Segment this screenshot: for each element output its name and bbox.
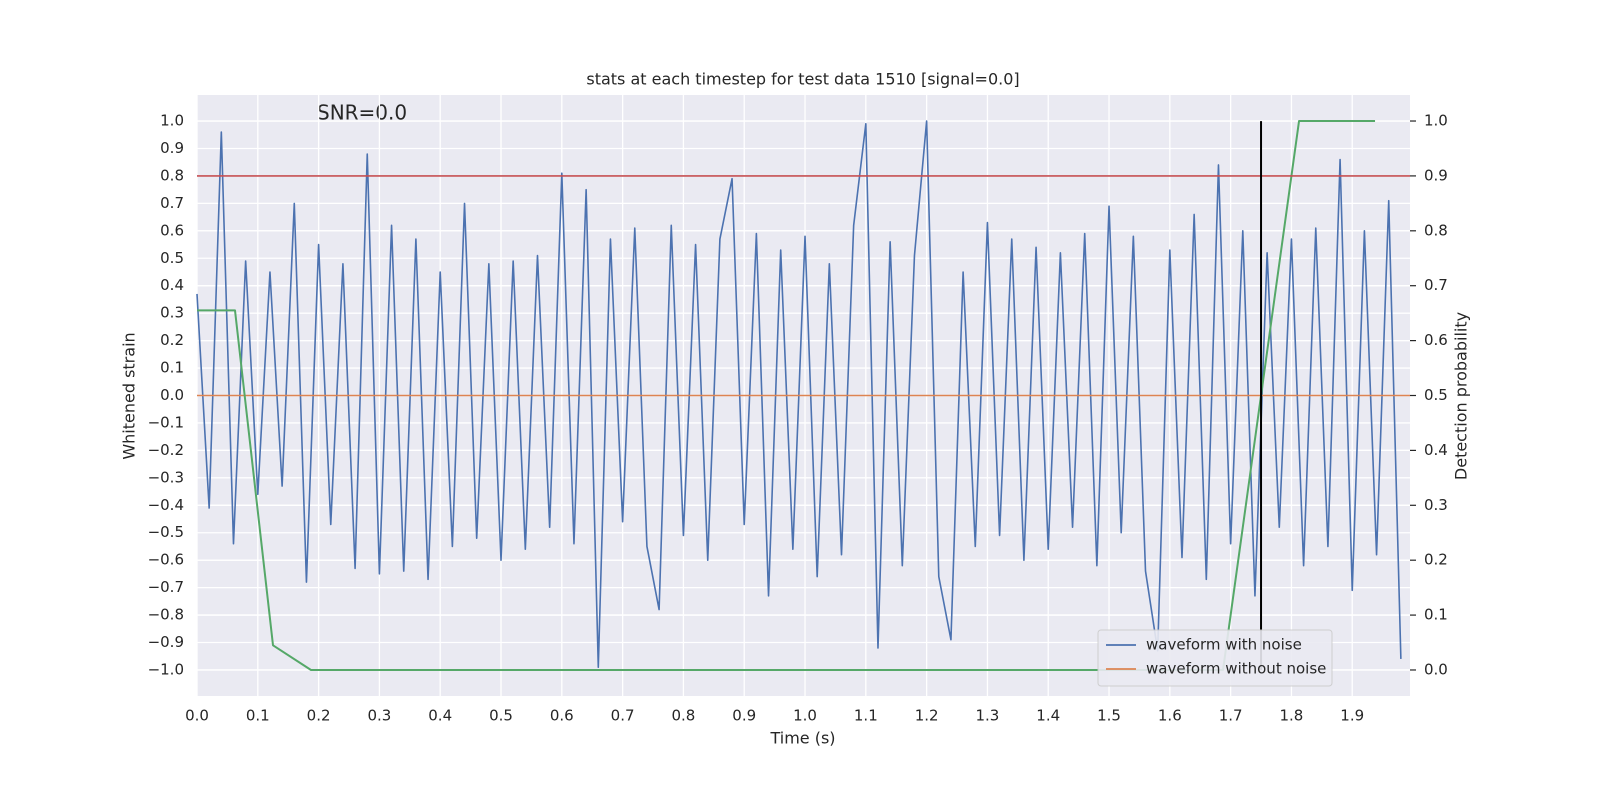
y2-tick-label: 0.6	[1424, 331, 1448, 349]
x-tick-label: 1.7	[1219, 707, 1243, 725]
x-tick-label: 0.7	[611, 707, 635, 725]
legend-label: waveform with noise	[1146, 636, 1302, 654]
x-tick-label: 0.1	[246, 707, 270, 725]
x-tick-label: 1.0	[793, 707, 817, 725]
y2-tick-label: 1.0	[1424, 112, 1448, 130]
series-line	[197, 120, 1376, 671]
y-tick-label: 0.7	[160, 194, 184, 212]
y2-tick-label: 0.1	[1424, 606, 1448, 624]
y-axis-label: Whitened strain	[120, 332, 139, 459]
y-tick-label: 0.9	[160, 139, 184, 157]
y-tick-label: −0.6	[148, 551, 184, 569]
chart-title: stats at each timestep for test data 151…	[586, 70, 1019, 89]
y2-tick-label: 0.7	[1424, 276, 1448, 294]
y-tick-label: 0.6	[160, 221, 184, 239]
y-tick-label: 0.3	[160, 304, 184, 322]
y2-axis-label: Detection probability	[1452, 312, 1471, 480]
y2-tick-label: 0.4	[1424, 441, 1448, 459]
x-tick-label: 0.4	[428, 707, 452, 725]
x-tick-label: 1.5	[1097, 707, 1121, 725]
x-tick-label: 0.3	[367, 707, 391, 725]
y-tick-label: −0.8	[148, 606, 184, 624]
y2-tick-label: 0.0	[1424, 660, 1448, 678]
x-tick-label: 0.5	[489, 707, 513, 725]
x-tick-label: 1.2	[915, 707, 939, 725]
x-tick-label: 1.6	[1158, 707, 1182, 725]
y-tick-label: 0.4	[160, 276, 184, 294]
x-tick-label: 0.0	[185, 707, 209, 725]
x-axis-label: Time (s)	[769, 729, 835, 748]
y-tick-label: −0.2	[148, 441, 184, 459]
x-tick-label: 0.6	[550, 707, 574, 725]
x-tick-label: 1.3	[975, 707, 999, 725]
y2-tick-label: 0.2	[1424, 551, 1448, 569]
series-line	[196, 120, 1402, 668]
legend-label: waveform without noise	[1146, 660, 1326, 678]
y2-tick-label: 0.3	[1424, 496, 1448, 514]
y-tick-label: 0.0	[160, 386, 184, 404]
y-tick-label: −0.3	[148, 468, 184, 486]
x-tick-label: 0.9	[732, 707, 756, 725]
x-tick-label: 0.8	[671, 707, 695, 725]
x-tick-label: 1.9	[1340, 707, 1364, 725]
y2-tick-label: 0.9	[1424, 166, 1448, 184]
y-tick-label: −0.4	[148, 496, 184, 514]
y-tick-label: 0.5	[160, 249, 184, 267]
y-tick-label: −1.0	[148, 660, 184, 678]
y-tick-label: 0.8	[160, 166, 184, 184]
x-tick-label: 1.8	[1280, 707, 1304, 725]
y2-tick-label: 0.8	[1424, 221, 1448, 239]
y-tick-label: −0.5	[148, 523, 184, 541]
y-tick-label: −0.9	[148, 633, 184, 651]
x-tick-label: 0.2	[307, 707, 331, 725]
y2-tick-label: 0.5	[1424, 386, 1448, 404]
y-tick-label: −0.1	[148, 413, 184, 431]
y-tick-label: 1.0	[160, 112, 184, 130]
y-tick-label: 0.1	[160, 359, 184, 377]
y-tick-label: −0.7	[148, 578, 184, 596]
legend-box	[1097, 629, 1333, 687]
y-tick-label: 0.2	[160, 331, 184, 349]
x-tick-label: 1.1	[854, 707, 878, 725]
x-tick-label: 1.4	[1036, 707, 1060, 725]
